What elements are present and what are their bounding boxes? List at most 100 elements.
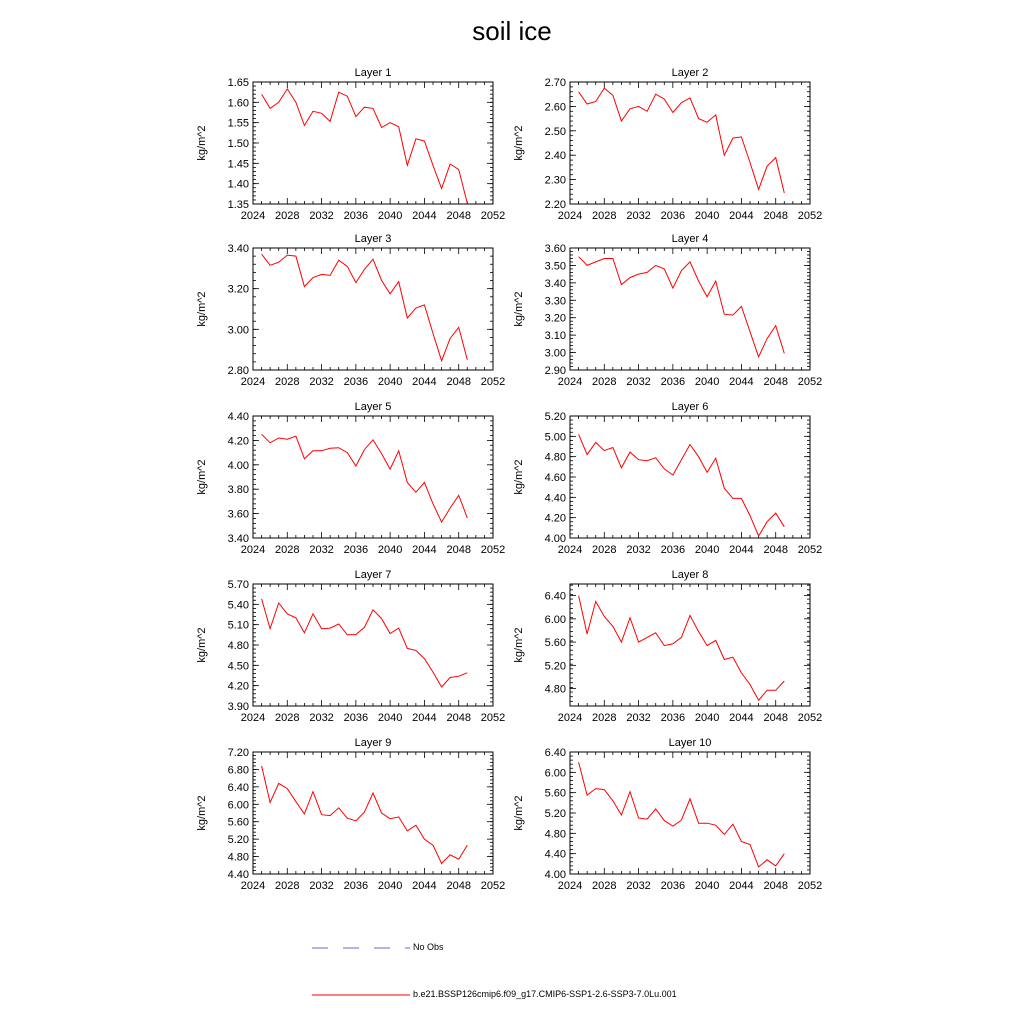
x-tick-label: 2040: [695, 880, 719, 892]
x-tick-label: 2040: [378, 712, 402, 724]
x-tick-label: 2032: [309, 376, 333, 388]
series-line: [261, 253, 468, 363]
y-tick-label: 4.40: [228, 411, 249, 423]
panel-layer-3: Layer 3 kg/m^2 2024 2028 2032 2036 2040 2044 204…: [196, 233, 505, 388]
y-tick-label: 3.00: [228, 324, 249, 336]
plot-frame: [569, 247, 811, 371]
y-tick-label: 4.50: [228, 660, 249, 672]
y-tick-label: 3.60: [545, 243, 566, 255]
panel-layer-7: Layer 7 kg/m^2 2024 2028 2032 2036 2040 2044 204…: [196, 569, 505, 724]
x-tick-label: 2036: [344, 376, 368, 388]
x-tick-label: 2024: [241, 544, 265, 556]
x-tick-label: 2040: [695, 712, 719, 724]
plot-frame: [252, 247, 494, 371]
x-tick-label: 2044: [729, 880, 753, 892]
y-tick-label: 3.40: [228, 243, 249, 255]
y-tick-label: 4.00: [545, 869, 566, 881]
series-line: [261, 433, 468, 524]
y-axis-label: kg/m^2: [196, 627, 208, 662]
series-line: [578, 256, 785, 359]
plot-frame: [569, 415, 811, 539]
x-tick-label: 2024: [558, 544, 582, 556]
x-tick-label: 2024: [241, 376, 265, 388]
panel-layer-2: Layer 2 kg/m^2 2024 2028 2032 2036 2040 2044 204…: [513, 67, 822, 222]
x-tick-label: 2036: [344, 544, 368, 556]
x-tick-label: 2048: [446, 376, 470, 388]
x-tick-label: 2052: [481, 712, 505, 724]
panel-layer-9: Layer 9 kg/m^2 2024 2028 2032 2036 2040 2044 204…: [196, 737, 505, 892]
x-tick-label: 2040: [695, 376, 719, 388]
x-tick-label: 2044: [412, 376, 436, 388]
y-tick-label: 3.30: [545, 295, 566, 307]
y-tick-label: 5.70: [228, 579, 249, 591]
x-tick-label: 2052: [481, 376, 505, 388]
y-tick-label: 2.40: [545, 150, 566, 162]
y-axis-label: kg/m^2: [513, 125, 525, 160]
x-tick-label: 2044: [729, 210, 753, 222]
x-tick-label: 2032: [626, 376, 650, 388]
x-tick-label: 2032: [309, 712, 333, 724]
x-tick-label: 2048: [763, 712, 787, 724]
panel-layer-1: Layer 1 kg/m^2 2024 2028 2032 2036 2040 2044 204…: [196, 67, 505, 222]
y-tick-label: 7.20: [228, 747, 249, 759]
panel-title: Layer 8: [672, 569, 709, 581]
x-tick-label: 2036: [661, 712, 685, 724]
x-tick-label: 2024: [241, 880, 265, 892]
y-tick-label: 3.90: [228, 701, 249, 713]
y-tick-label: 3.50: [545, 260, 566, 272]
y-tick-label: 2.80: [228, 365, 249, 377]
y-tick-label: 2.20: [545, 199, 566, 211]
panel-title: Layer 4: [672, 233, 709, 245]
y-tick-label: 5.20: [545, 411, 566, 423]
page-title: soil ice: [472, 16, 552, 46]
x-tick-label: 2028: [592, 210, 616, 222]
x-tick-label: 2032: [309, 880, 333, 892]
x-tick-label: 2048: [763, 544, 787, 556]
y-tick-label: 1.50: [228, 138, 249, 150]
x-tick-label: 2032: [309, 544, 333, 556]
x-tick-label: 2052: [798, 210, 822, 222]
series-line: [261, 87, 468, 204]
y-tick-label: 6.00: [228, 799, 249, 811]
y-tick-label: 3.40: [228, 533, 249, 545]
y-tick-label: 4.00: [545, 533, 566, 545]
x-tick-label: 2052: [481, 210, 505, 222]
x-tick-label: 2028: [275, 544, 299, 556]
panel-title: Layer 10: [669, 737, 712, 749]
x-tick-label: 2036: [661, 376, 685, 388]
y-tick-label: 2.60: [545, 101, 566, 113]
x-tick-label: 2024: [558, 210, 582, 222]
x-tick-label: 2048: [763, 210, 787, 222]
y-tick-label: 4.20: [228, 681, 249, 693]
x-tick-label: 2036: [661, 880, 685, 892]
y-tick-label: 3.60: [228, 509, 249, 521]
panel-layer-10: Layer 10 kg/m^2 2024 2028 2032 2036 2040 2044 20…: [513, 737, 822, 892]
x-tick-label: 2028: [275, 210, 299, 222]
x-tick-label: 2052: [481, 880, 505, 892]
y-tick-label: 4.80: [545, 828, 566, 840]
y-tick-label: 4.40: [545, 849, 566, 861]
panel-title: Layer 3: [355, 233, 392, 245]
x-tick-label: 2044: [729, 544, 753, 556]
x-tick-label: 2048: [446, 544, 470, 556]
x-tick-label: 2036: [344, 880, 368, 892]
y-tick-label: 4.80: [545, 684, 566, 696]
x-tick-label: 2032: [309, 210, 333, 222]
y-tick-label: 5.60: [545, 788, 566, 800]
y-tick-label: 3.40: [545, 278, 566, 290]
plot-frame: [569, 81, 811, 205]
y-tick-label: 2.50: [545, 126, 566, 138]
y-tick-label: 4.40: [545, 492, 566, 504]
panel-title: Layer 9: [355, 737, 392, 749]
y-tick-label: 4.00: [228, 460, 249, 472]
y-tick-label: 5.60: [228, 817, 249, 829]
x-tick-label: 2024: [241, 210, 265, 222]
x-tick-label: 2052: [798, 376, 822, 388]
x-tick-label: 2052: [798, 544, 822, 556]
y-axis-label: kg/m^2: [513, 291, 525, 326]
y-tick-label: 4.20: [228, 435, 249, 447]
x-tick-label: 2052: [798, 712, 822, 724]
series-line: [578, 595, 785, 702]
y-tick-label: 6.00: [545, 614, 566, 626]
